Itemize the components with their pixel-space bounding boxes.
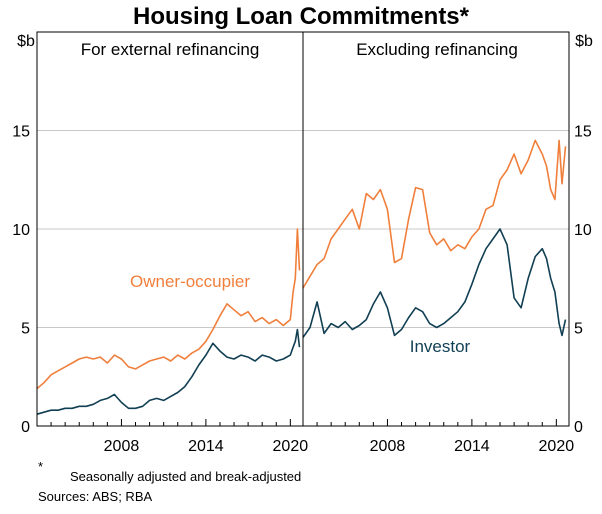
x-tick-label-0-2020: 2020 xyxy=(273,438,309,455)
panel-title-excluding-refinancing: Excluding refinancing xyxy=(356,40,518,59)
axis-layer: 0 0 5 5 10 10 15 15 2008 2014 2020 2008 2014 2020 xyxy=(12,124,592,456)
footnote-symbol: * xyxy=(38,459,43,474)
y-unit-left: $b xyxy=(17,33,35,50)
series-line-investor-panel-1 xyxy=(302,228,567,338)
x-tick-label-1-2008: 2008 xyxy=(370,438,406,455)
x-tick-label-0-2008: 2008 xyxy=(104,438,140,455)
y-tick-right-0: 0 xyxy=(574,419,583,436)
y-unit-right: $b xyxy=(575,33,593,50)
footnote-text: Seasonally adjusted and break-adjusted xyxy=(70,469,301,484)
panel-title-external-refinancing: For external refinancing xyxy=(81,40,260,59)
y-tick-left-0: 0 xyxy=(21,419,30,436)
sources-text: Sources: ABS; RBA xyxy=(38,489,152,504)
series-layer xyxy=(36,139,567,415)
y-tick-right-5: 5 xyxy=(574,321,583,338)
series-line-owner_occupier-panel-1 xyxy=(302,139,567,289)
x-tick-label-1-2020: 2020 xyxy=(539,438,575,455)
y-tick-left-15: 15 xyxy=(12,124,30,141)
y-tick-right-10: 10 xyxy=(574,222,592,239)
chart-title: Housing Loan Commitments* xyxy=(133,3,470,30)
series-line-investor-panel-0 xyxy=(36,328,301,415)
owner-occupier-label: Owner-occupier xyxy=(130,272,250,291)
series-line-owner_occupier-panel-0 xyxy=(36,228,301,390)
y-tick-right-15: 15 xyxy=(574,124,592,141)
y-tick-left-5: 5 xyxy=(21,321,30,338)
x-tick-label-0-2014: 2014 xyxy=(188,438,224,455)
investor-label: Investor xyxy=(410,337,471,356)
x-tick-label-1-2014: 2014 xyxy=(454,438,490,455)
y-tick-left-10: 10 xyxy=(12,222,30,239)
